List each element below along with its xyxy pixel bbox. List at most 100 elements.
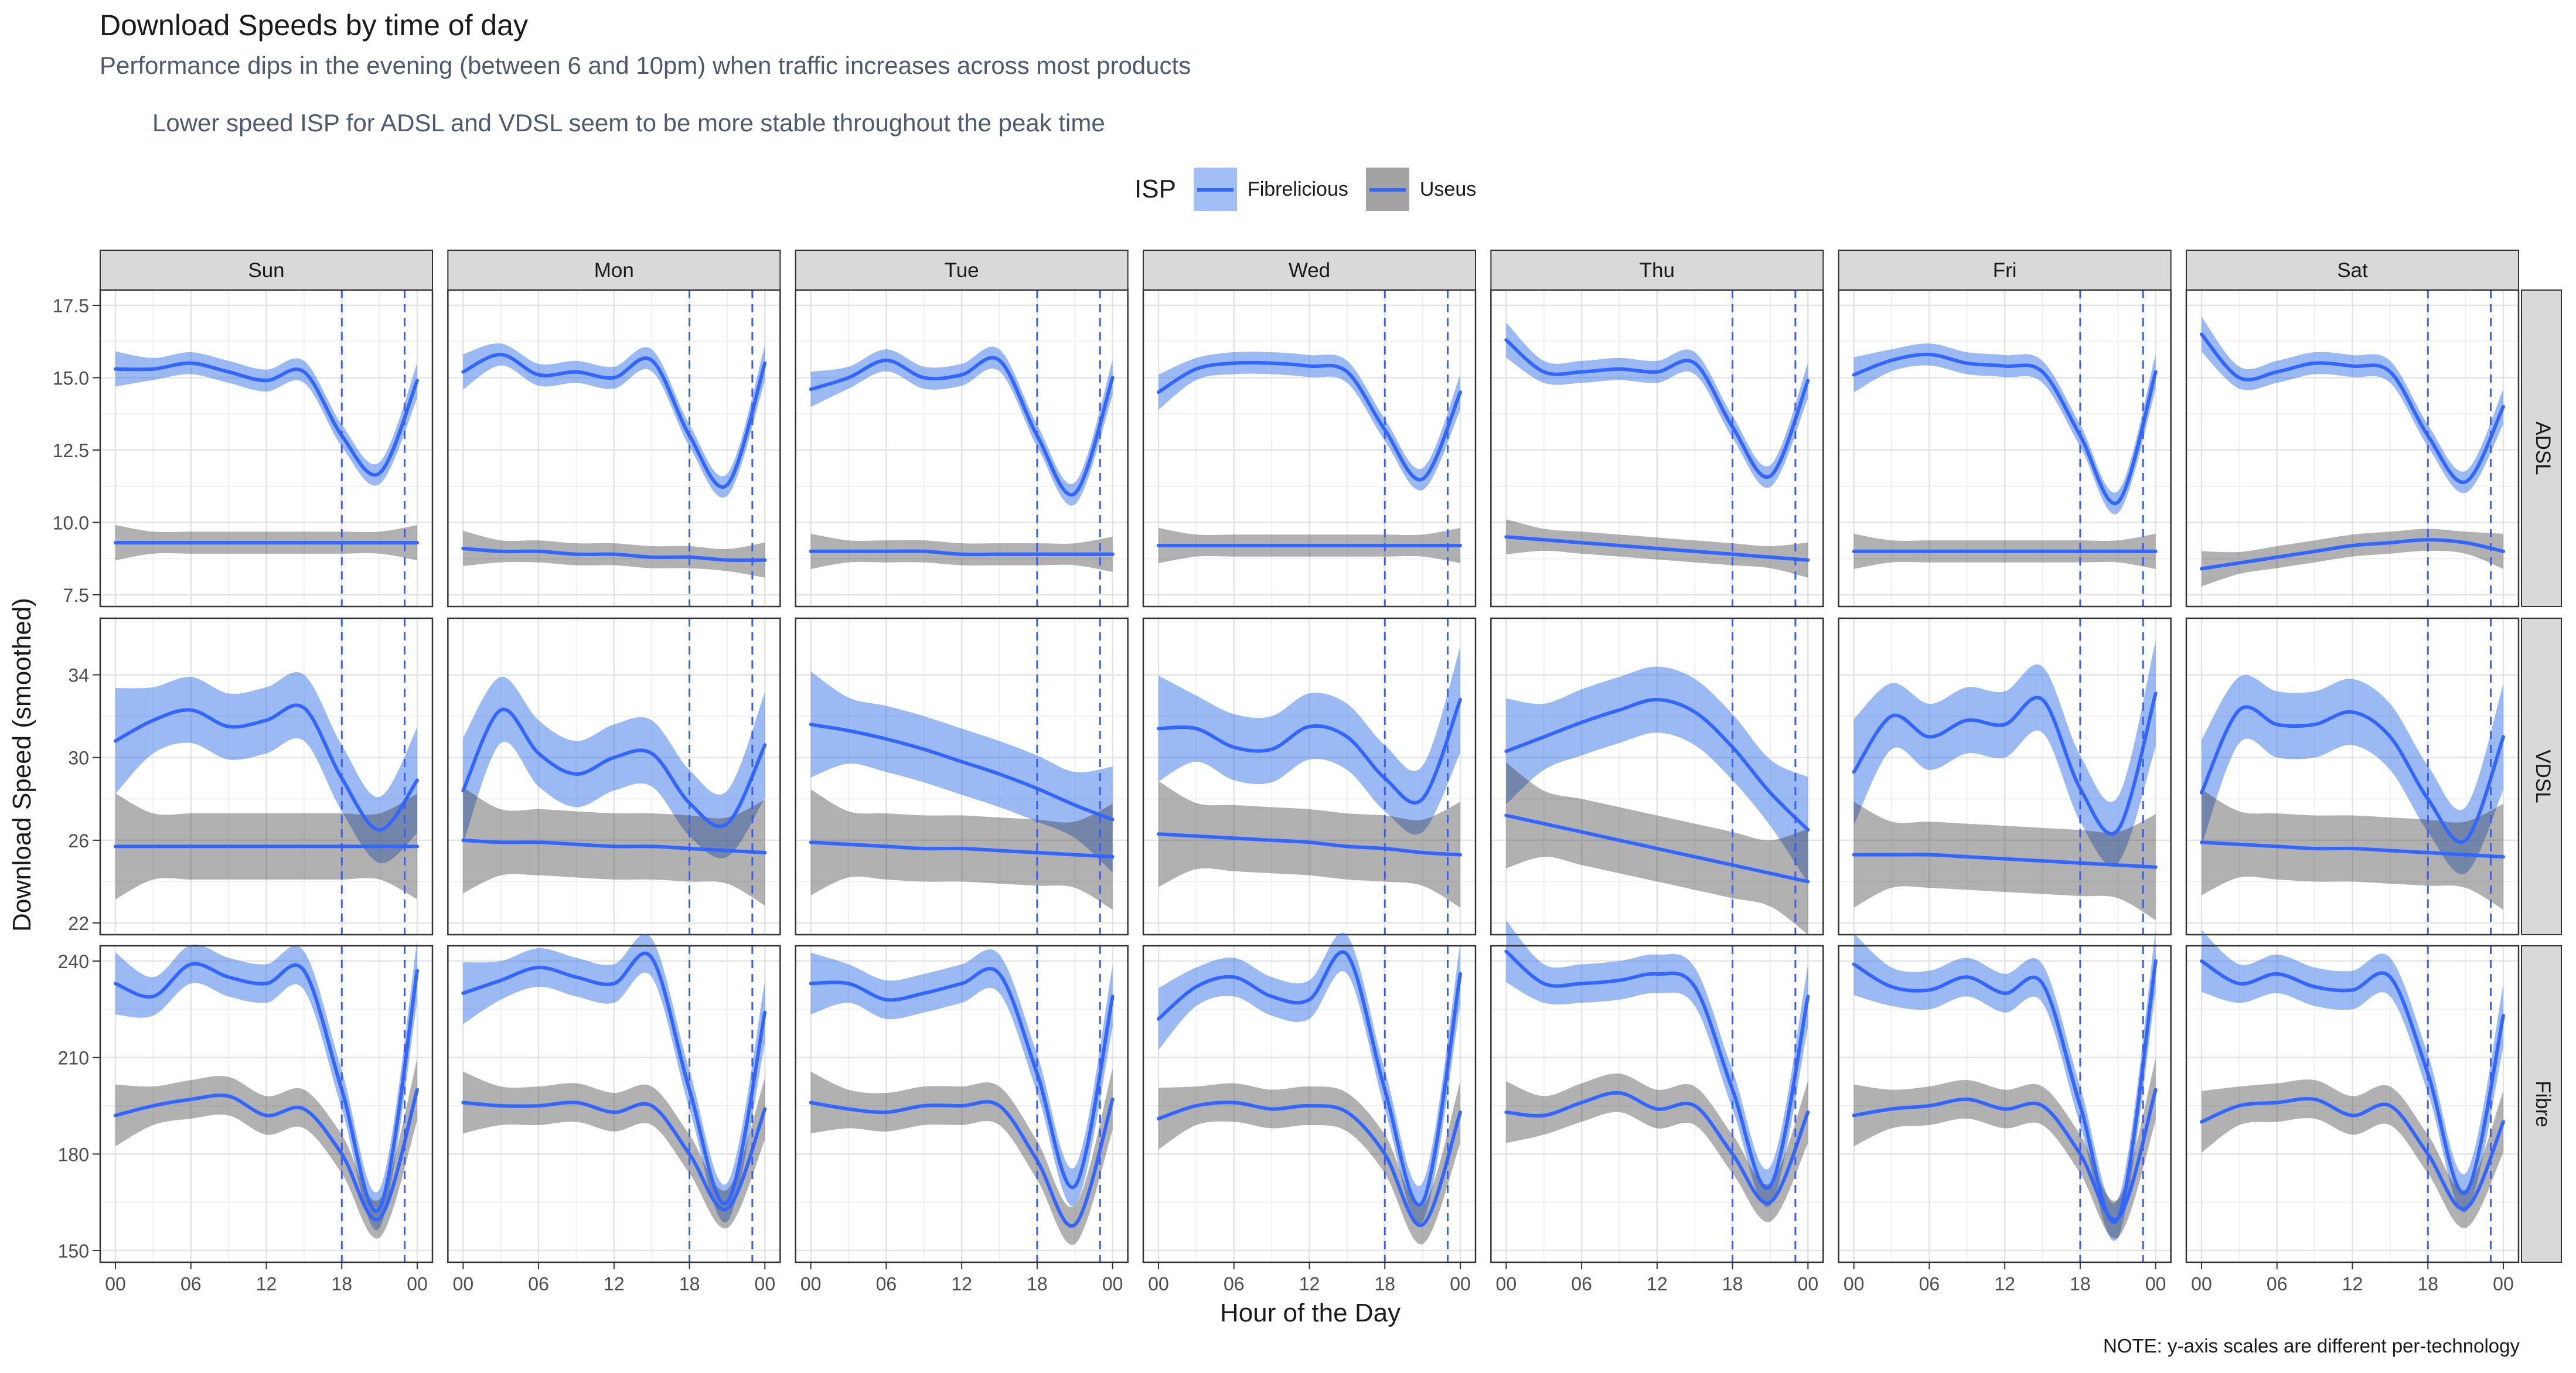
panel-border — [2185, 289, 2520, 608]
facet-label-wed: Wed — [1289, 259, 1330, 282]
series-line-useus — [114, 1088, 419, 1222]
x-tick-label: 06 — [1919, 1273, 1940, 1294]
x-tick-label: 12 — [604, 1273, 625, 1294]
x-tick-label: 18 — [1374, 1273, 1395, 1294]
series-line-fibrelicious — [809, 723, 1115, 822]
confidence-band-useus — [1853, 1058, 2156, 1239]
facet-label-fri: Fri — [1993, 259, 2017, 282]
x-tick-label: 06 — [1224, 1273, 1245, 1294]
x-tick-label: 00 — [1798, 1273, 1819, 1294]
facet-label-vdsl: VDSL — [2531, 749, 2554, 803]
series-line-fibrelicious — [2200, 332, 2505, 485]
x-tick-label: 12 — [1647, 1273, 1668, 1294]
x-tick-label: 12 — [951, 1273, 972, 1294]
y-tick-label: 210 — [58, 1048, 89, 1069]
facet-strip-fibre — [2521, 945, 2562, 1263]
series-line-fibrelicious — [1157, 950, 1462, 1207]
series-line-fibrelicious — [809, 356, 1115, 497]
panel-fibre-thu — [1490, 920, 1824, 1263]
legend-label-useus: Useus — [1419, 178, 1477, 200]
panel-fibre-sun — [99, 939, 434, 1263]
panel-vdsl-tue — [795, 617, 1129, 936]
series-line-useus — [2200, 538, 2505, 571]
series-line-useus — [2200, 1097, 2505, 1211]
panel-vdsl-mon — [447, 617, 781, 936]
x-tick-label: 12 — [1994, 1273, 2015, 1294]
y-tick-label: 7.5 — [63, 585, 89, 606]
chart-subtitle-2: Lower speed ISP for ADSL and VDSL seem t… — [152, 109, 1105, 137]
x-tick-label: 00 — [105, 1273, 126, 1294]
y-tick-label: 15.0 — [53, 368, 89, 389]
series-line-fibrelicious — [1852, 352, 2158, 506]
x-tick-label: 18 — [1027, 1273, 1048, 1294]
y-tick-label: 22 — [68, 913, 89, 934]
series-line-useus — [1157, 1101, 1462, 1227]
confidence-band-fibrelicious — [463, 676, 765, 858]
confidence-band-fibrelicious — [810, 949, 1113, 1207]
confidence-band-fibrelicious — [1853, 640, 2156, 866]
panel-border — [1142, 289, 1477, 608]
panel-border — [447, 617, 781, 936]
series-line-useus — [1504, 1091, 1810, 1205]
x-tick-label: 00 — [1496, 1273, 1517, 1294]
y-tick-label: 30 — [68, 748, 89, 769]
x-tick-label: 00 — [1102, 1273, 1123, 1294]
series-line-fibrelicious — [114, 361, 419, 477]
y-tick-label: 34 — [68, 665, 89, 686]
y-tick-label: 240 — [58, 951, 89, 972]
confidence-band-fibrelicious — [115, 351, 417, 486]
series-line-fibrelicious — [461, 707, 767, 829]
facet-strip-sat — [2185, 250, 2519, 291]
series-line-useus — [1157, 832, 1462, 857]
facet-strip-mon — [447, 250, 781, 291]
panel-adsl-sat — [2185, 289, 2520, 608]
facet-label-thu: Thu — [1640, 259, 1675, 282]
series-line-fibrelicious — [809, 967, 1115, 1190]
x-tick-label: 00 — [755, 1273, 776, 1294]
x-tick-label: 18 — [2417, 1273, 2438, 1294]
confidence-band-fibrelicious — [2202, 930, 2503, 1212]
x-tick-label: 00 — [2191, 1273, 2212, 1294]
y-axis-title: Download Speed (smoothed) — [8, 598, 36, 932]
panel-border — [1838, 617, 2172, 936]
panel-adsl-fri — [1838, 289, 2172, 608]
series-line-useus — [2200, 840, 2505, 859]
x-tick-label: 00 — [1148, 1273, 1169, 1294]
facet-strip-wed — [1142, 250, 1476, 291]
x-tick-label: 12 — [256, 1273, 277, 1294]
panel-adsl-tue — [795, 289, 1129, 608]
facet-strip-tue — [795, 250, 1129, 291]
legend-title: ISP — [1134, 175, 1176, 203]
panel-vdsl-fri — [1838, 617, 2172, 936]
legend-key-fibrelicious — [1193, 168, 1237, 211]
confidence-band-fibrelicious — [115, 672, 417, 864]
x-tick-label: 06 — [1571, 1273, 1592, 1294]
legend-item-useus: Useus — [1365, 168, 1477, 211]
series-line-fibrelicious — [1504, 338, 1810, 479]
facet-label-fibre: Fibre — [2531, 1081, 2554, 1127]
panel-adsl-mon — [447, 289, 781, 608]
panel-vdsl-sat — [2185, 617, 2520, 936]
legend-item-fibrelicious: Fibrelicious — [1193, 168, 1348, 211]
x-tick-label: 18 — [1722, 1273, 1743, 1294]
y-tick-label: 12.5 — [53, 440, 89, 461]
chart-title: Download Speeds by time of day — [100, 9, 528, 42]
confidence-band-useus — [1158, 1081, 1460, 1245]
series-line-useus — [1504, 535, 1810, 562]
panel-border — [795, 617, 1129, 936]
series-line-fibrelicious — [1504, 949, 1810, 1190]
facet-label-adsl: ADSL — [2531, 421, 2554, 475]
series-line-useus — [809, 840, 1115, 859]
legend: ISP Fibrelicious Useus — [1134, 166, 1494, 213]
x-tick-label: 00 — [1844, 1273, 1865, 1294]
x-tick-label: 00 — [407, 1273, 428, 1294]
x-tick-label: 00 — [800, 1273, 822, 1294]
series-line-fibrelicious — [2200, 959, 2505, 1195]
series-line-fibrelicious — [1852, 959, 2158, 1224]
panel-fibre-sat — [2185, 930, 2520, 1263]
y-tick-label: 180 — [58, 1144, 89, 1165]
panel-vdsl-thu — [1490, 617, 1824, 936]
series-line-fibrelicious — [461, 352, 767, 489]
y-tick-label: 150 — [58, 1241, 89, 1262]
series-line-useus — [1852, 1088, 2158, 1222]
